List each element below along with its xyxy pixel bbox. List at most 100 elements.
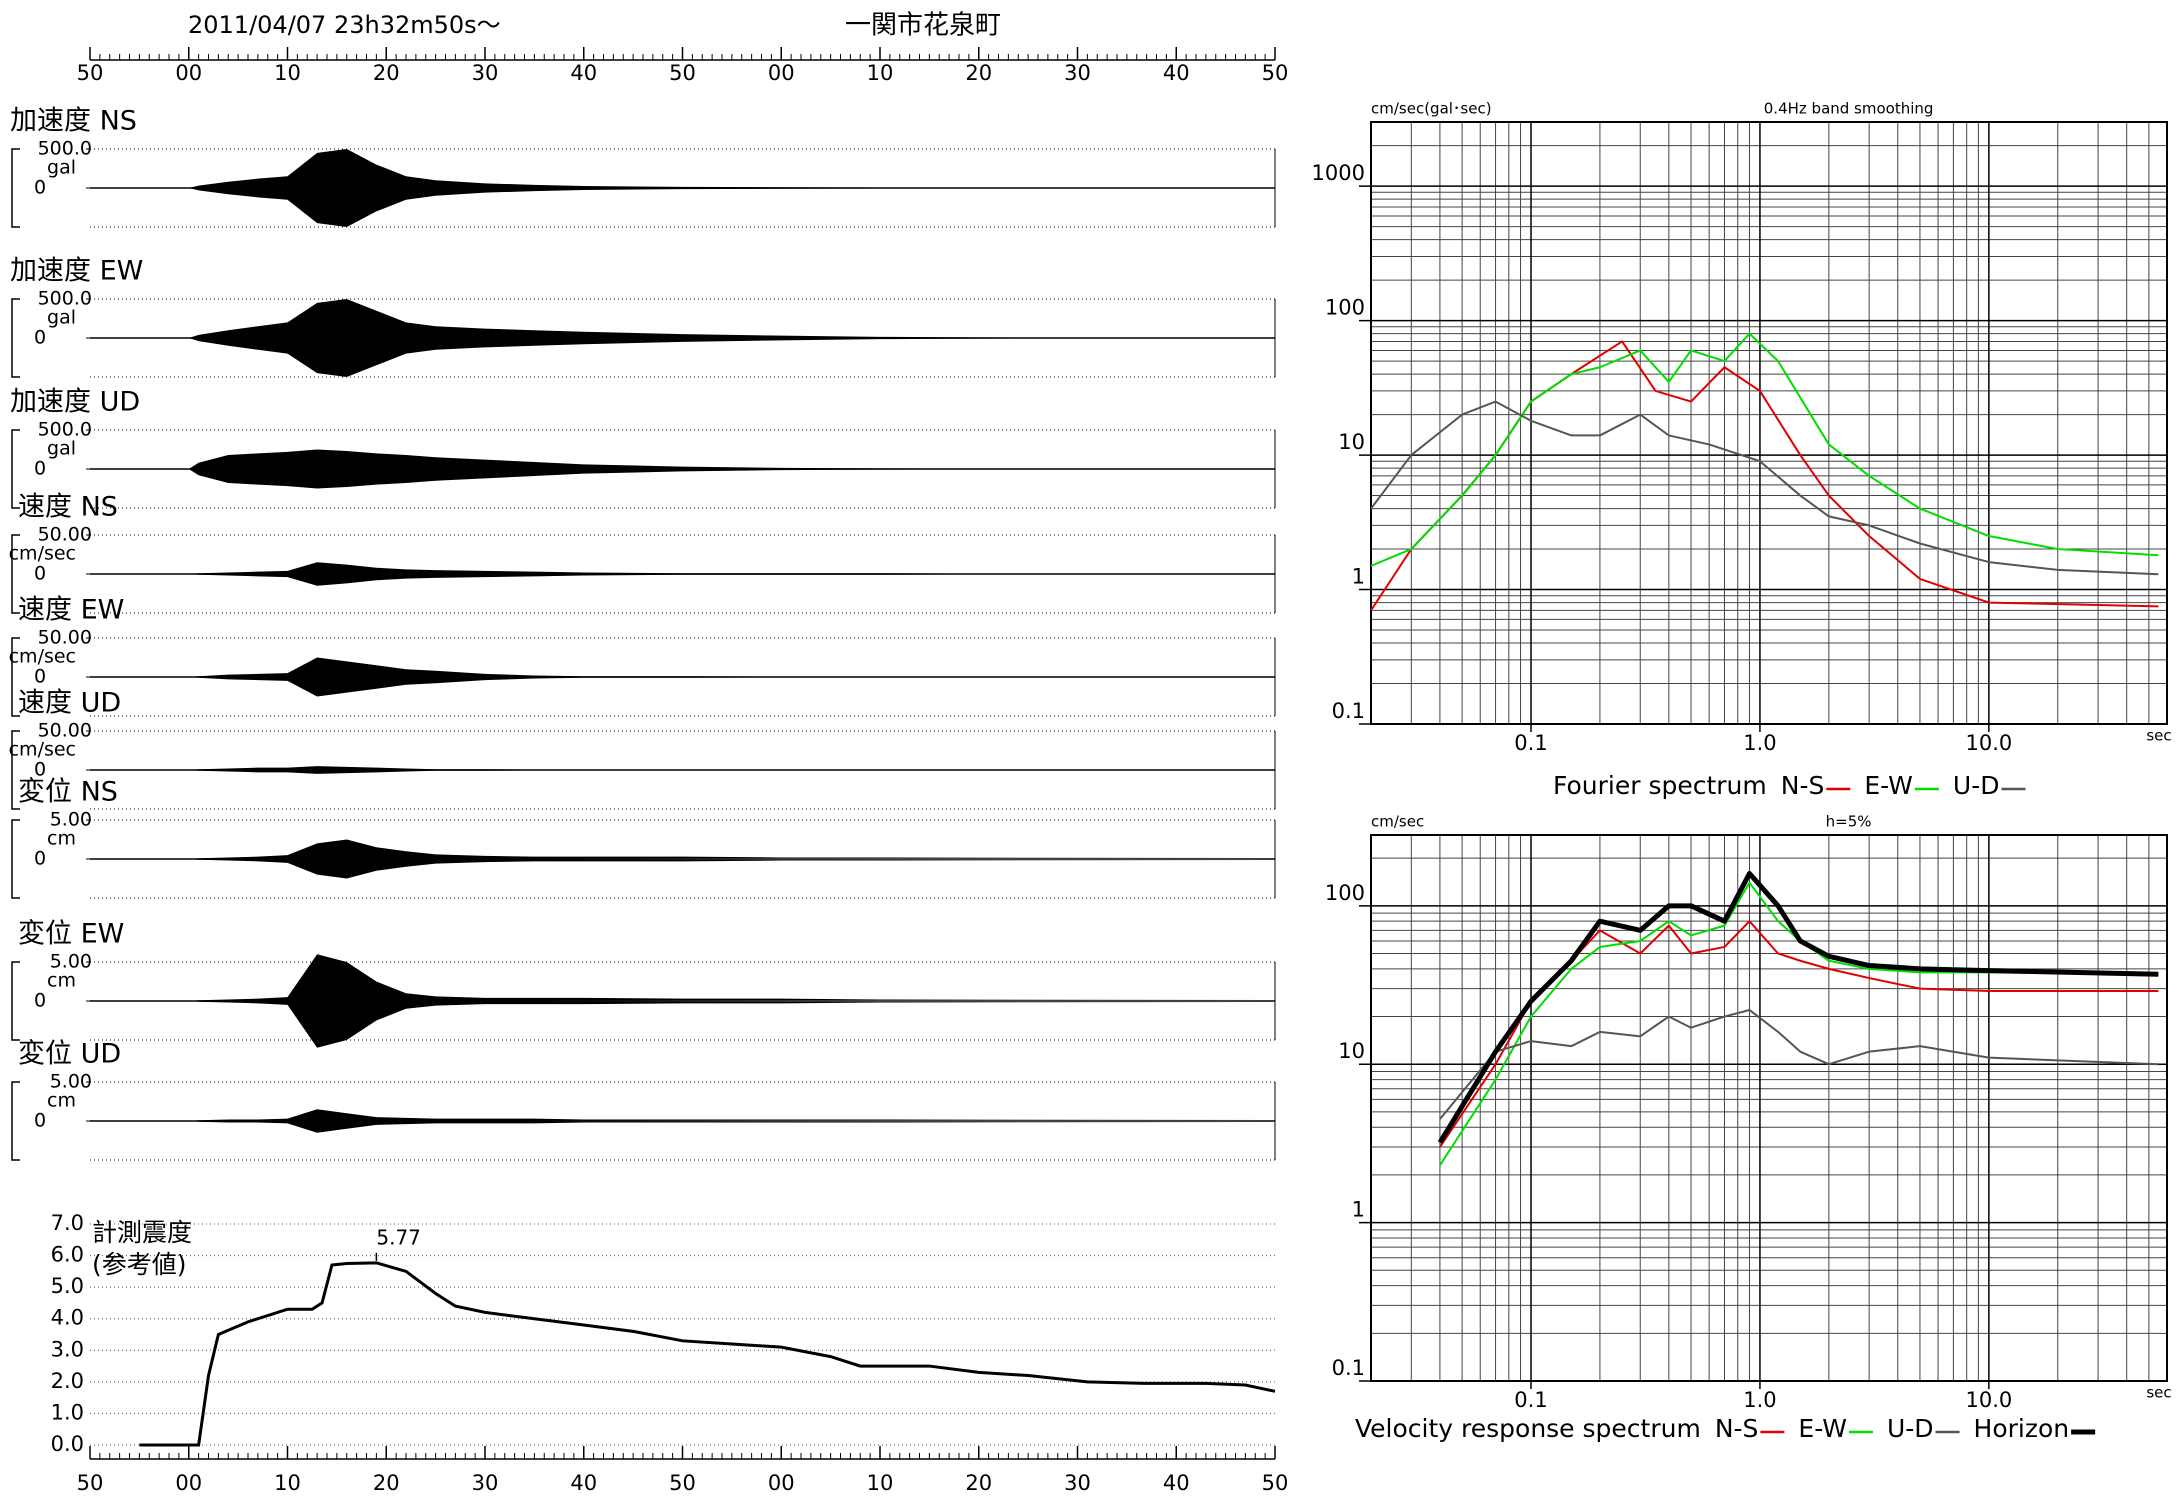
x-tick-label: 20 — [965, 61, 992, 85]
x-tick-label: 10 — [274, 1471, 301, 1495]
x-tick-label: 1.0 — [1743, 1388, 1776, 1412]
x-tick-label: 0.1 — [1514, 731, 1547, 755]
x-tick-label: 50 — [1262, 61, 1289, 85]
legend-label: Horizon — [1974, 1414, 2070, 1443]
waveform-envelope-upper — [188, 562, 1275, 574]
x-tick-label: 40 — [570, 61, 597, 85]
y-tick-label: 500.0 — [38, 138, 92, 160]
x-tick-label: 30 — [1064, 61, 1091, 85]
y-tick-label: 4.0 — [51, 1306, 84, 1330]
y-tick-label: 0 — [34, 177, 46, 199]
unit-label: cm/sec — [9, 646, 76, 668]
waveform-envelope-lower — [188, 770, 1275, 774]
bracket — [11, 819, 20, 899]
legend-title: Fourier spectrum — [1553, 771, 1767, 800]
y-tick-label: 1.0 — [51, 1400, 84, 1424]
spectrum-line — [1370, 400, 2159, 576]
y-tick-label: 0 — [34, 666, 46, 688]
legend-title: Velocity response spectrum — [1355, 1414, 1701, 1443]
x-tick-label: 30 — [472, 61, 499, 85]
x-tick-label: 50 — [77, 1471, 104, 1495]
x-tick-label: 20 — [373, 1471, 400, 1495]
channel-label: 変位 NS — [18, 777, 118, 808]
channel-label: 速度 EW — [18, 595, 124, 626]
x-tick-label: 30 — [472, 1471, 499, 1495]
waveform-envelope-upper — [188, 954, 1275, 1001]
waveform-envelope-lower — [188, 677, 1275, 697]
waveform-envelope-upper — [188, 657, 1275, 677]
y-tick-label: 7.0 — [51, 1211, 84, 1235]
spectrum-line — [1439, 881, 2159, 1166]
channel-label: 加速度 EW — [10, 256, 143, 287]
unit-label: cm/sec — [9, 739, 76, 761]
channel-label: 変位 EW — [18, 919, 124, 950]
x-tick-label: 10.0 — [1965, 731, 2012, 755]
legend-label: N-S — [1781, 771, 1825, 800]
chart-title: 計測震度 — [92, 1218, 192, 1247]
waveform-envelope-upper — [188, 449, 1275, 469]
chart-subtitle: 0.4Hz band smoothing — [1764, 100, 1934, 118]
unit-label: gal — [47, 157, 76, 179]
spectrum-line — [1437, 870, 2159, 1144]
y-tick-label: 50.00 — [38, 720, 92, 742]
waveform-envelope-upper — [188, 299, 1275, 338]
y-tick-label: 0 — [34, 759, 46, 781]
channel-label: 速度 UD — [18, 688, 121, 719]
waveform-envelope-lower — [188, 469, 1275, 489]
x-tick-label: 0.1 — [1514, 1388, 1547, 1412]
y-tick-label: 0 — [34, 563, 46, 585]
waveform-envelope-lower — [188, 188, 1275, 227]
y-tick-label: 6.0 — [51, 1243, 84, 1267]
spectrum-line — [1439, 1008, 2159, 1120]
x-axis-unit: sec — [2146, 1384, 2171, 1402]
y-tick-label: 0 — [34, 327, 46, 349]
bracket — [11, 961, 20, 1041]
y-tick-label: 50.00 — [38, 524, 92, 546]
x-tick-label: 40 — [1163, 1471, 1190, 1495]
waveform-envelope-lower — [188, 338, 1275, 377]
bracket — [11, 1081, 20, 1161]
x-tick-label: 20 — [373, 61, 400, 85]
chart-subtitle: h=5% — [1826, 813, 1872, 831]
waveform-envelope-upper — [188, 766, 1275, 770]
intensity-line — [139, 1261, 1276, 1447]
bracket — [11, 637, 20, 717]
y-tick-label: 3.0 — [51, 1337, 84, 1361]
waveform-envelope-lower — [188, 1001, 1275, 1048]
chart-subtitle: (参考値) — [92, 1250, 187, 1279]
y-tick-label: 0 — [34, 458, 46, 480]
x-tick-label: 50 — [669, 1471, 696, 1495]
legend-label: U-D — [1953, 771, 2000, 800]
x-tick-label: 40 — [1163, 61, 1190, 85]
bracket — [11, 730, 20, 810]
plot-frame — [1370, 834, 2168, 1382]
y-tick-label: 0.0 — [51, 1432, 84, 1456]
y-tick-label: 5.00 — [50, 809, 92, 831]
y-tick-label: 50.00 — [38, 627, 92, 649]
y-tick-label: 500.0 — [38, 288, 92, 310]
x-axis-unit: sec — [2146, 727, 2171, 745]
y-tick-label: 0 — [34, 848, 46, 870]
x-tick-label: 00 — [175, 1471, 202, 1495]
y-tick-label: 5.00 — [50, 951, 92, 973]
x-tick-label: 10.0 — [1965, 1388, 2012, 1412]
legend-label: U-D — [1887, 1414, 1934, 1443]
x-tick-label: 00 — [175, 61, 202, 85]
bracket — [11, 429, 20, 509]
legend-label: E-W — [1864, 771, 1913, 800]
y-tick-label: 0 — [34, 1110, 46, 1132]
waveform-envelope-lower — [188, 574, 1275, 586]
y-tick-label: 1 — [1352, 565, 1365, 589]
x-tick-label: 10 — [867, 61, 894, 85]
waveform-envelope-lower — [188, 859, 1275, 879]
y-tick-label: 100 — [1325, 881, 1365, 905]
waveform-envelope-upper — [188, 1109, 1275, 1121]
bracket — [11, 534, 20, 614]
unit-label: cm — [47, 828, 76, 850]
bracket — [11, 298, 20, 378]
station-name: 一関市花泉町 — [845, 11, 1001, 41]
x-tick-label: 00 — [768, 1471, 795, 1495]
x-tick-label: 20 — [965, 1471, 992, 1495]
channel-label: 加速度 NS — [10, 106, 137, 137]
bracket — [11, 148, 20, 228]
